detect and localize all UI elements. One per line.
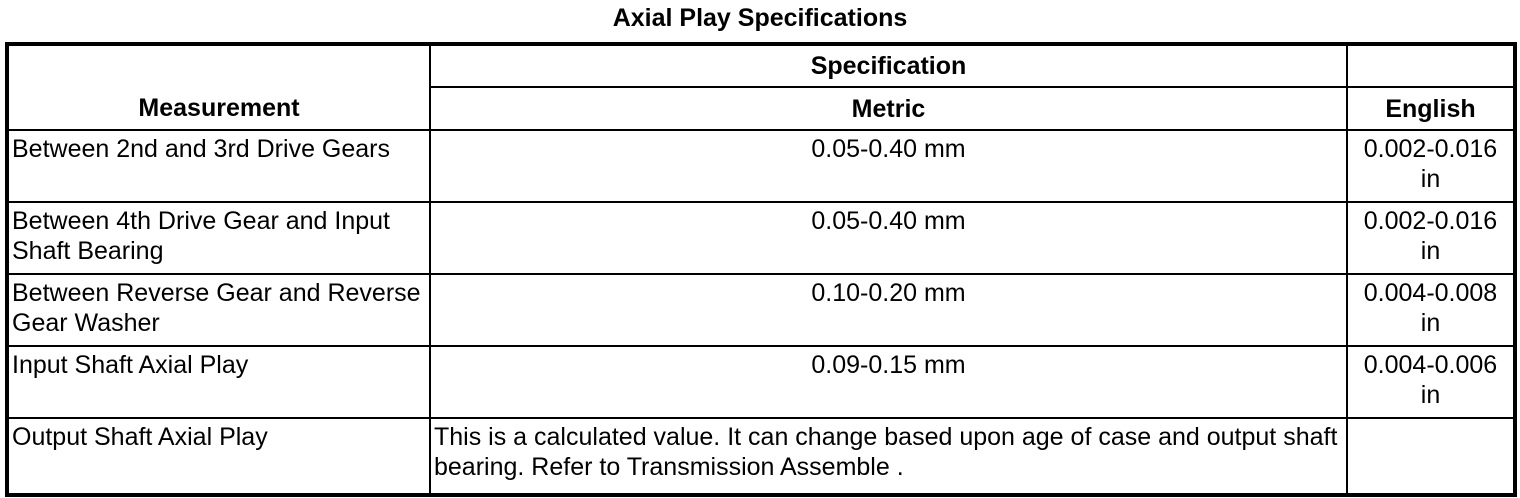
col-header-spacer [1346,43,1516,88]
metric-cell: 0.05-0.40 mm [429,201,1348,275]
english-cell: 0.002-0.016 in [1346,201,1516,275]
header-row-2: Metric English [7,86,1516,131]
measurement-cell: Input Shaft Axial Play [6,345,431,419]
english-cell: 0.002-0.016 in [1346,129,1516,203]
english-value: 0.004-0.006 in [1363,351,1498,409]
header-row-1: Measurement Specification [6,43,1516,131]
page-title: Axial Play Specifications [612,4,908,32]
col-header-specification: Specification [429,43,1348,88]
metric-note-cell: This is a calculated value. It can chang… [429,417,1348,496]
table-row: Between Reverse Gear and Reverse Gear Wa… [6,273,1516,347]
axial-play-spec-table: Measurement Specification Metric English… [5,42,1517,497]
measurement-cell: Between 4th Drive Gear and Input Shaft B… [6,201,431,275]
english-cell: 0.004-0.008 in [1346,273,1516,347]
table-row: Between 4th Drive Gear and Input Shaft B… [6,201,1516,275]
col-header-measurement: Measurement [6,43,431,131]
english-value: 0.002-0.016 in [1363,207,1498,265]
measurement-cell: Between Reverse Gear and Reverse Gear Wa… [6,273,431,347]
metric-cell: 0.05-0.40 mm [429,129,1348,203]
col-header-metric: Metric [429,86,1348,131]
english-cell: 0.004-0.006 in [1346,345,1516,419]
english-cell [1346,417,1516,496]
metric-cell: 0.09-0.15 mm [429,345,1348,419]
col-header-english: English [1346,86,1516,131]
measurement-cell: Output Shaft Axial Play [6,417,431,496]
measurement-cell: Between 2nd and 3rd Drive Gears [6,129,431,203]
table-row: Input Shaft Axial Play 0.09-0.15 mm 0.00… [6,345,1516,419]
english-value: 0.004-0.008 in [1363,279,1498,337]
metric-cell: 0.10-0.20 mm [429,273,1348,347]
table-row: Between 2nd and 3rd Drive Gears 0.05-0.4… [6,129,1516,203]
english-value: 0.002-0.016 in [1363,135,1498,193]
table-row: Output Shaft Axial Play This is a calcul… [6,417,1516,496]
